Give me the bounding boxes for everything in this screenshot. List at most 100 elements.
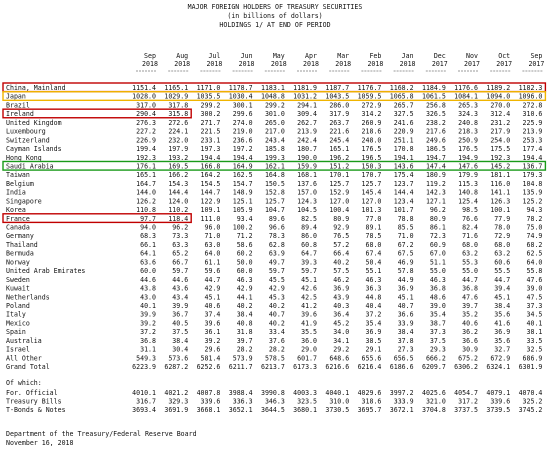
cell: 199.4 <box>136 145 156 153</box>
row-label: T-Bonds & Notes <box>6 406 66 414</box>
cell: 39.2 <box>205 337 221 345</box>
cell: 226.9 <box>136 136 156 144</box>
row-label: Sweden <box>6 276 30 284</box>
cell: 64.0 <box>527 258 543 266</box>
cell: 60.6 <box>494 258 510 266</box>
cell: 35.6 <box>494 311 510 319</box>
cell: 227.2 <box>136 128 156 136</box>
cell: 346.3 <box>265 397 285 405</box>
cell: 63.2 <box>494 250 510 258</box>
cell: 40.4 <box>366 302 382 310</box>
cell: 38.5 <box>366 337 382 345</box>
cell: 62.5 <box>527 250 543 258</box>
cell: 193.2 <box>168 154 188 162</box>
cell: 98.5 <box>462 206 478 214</box>
cell: 40.1 <box>527 319 543 327</box>
cell: 44.6 <box>172 276 188 284</box>
cell: 315.8 <box>168 110 188 118</box>
cell: 154.7 <box>233 180 253 188</box>
column-month: Dec <box>434 52 446 60</box>
cell: 39.0 <box>430 302 446 310</box>
cell: 36.2 <box>462 328 478 336</box>
cell: 45.1 <box>494 293 510 301</box>
cell: 55.0 <box>462 267 478 275</box>
cell: 36.0 <box>301 337 317 345</box>
row-label: Thailand <box>6 241 38 249</box>
cell: 37.5 <box>172 328 188 336</box>
cell: 1030.4 <box>229 93 253 101</box>
cell: 61.1 <box>205 258 221 266</box>
cell: 46.3 <box>237 276 253 284</box>
cell: 290.4 <box>136 110 156 118</box>
cell: 77.9 <box>494 215 510 223</box>
cell: 125.7 <box>329 180 349 188</box>
cell: 6287.2 <box>164 363 188 371</box>
cell: 59.7 <box>172 267 188 275</box>
column-year: 2018 <box>367 60 383 68</box>
cell: 3745.2 <box>519 406 543 414</box>
cell: 60.2 <box>237 250 253 258</box>
cell: 299.2 <box>265 101 285 109</box>
cell: 57.2 <box>333 241 349 249</box>
cell: 65.2 <box>172 250 188 258</box>
cell: 48.6 <box>430 293 446 301</box>
cell: 135.9 <box>523 189 543 197</box>
cell: 35.6 <box>494 337 510 345</box>
row-label: Israel <box>6 346 30 354</box>
cell: 77.0 <box>366 215 382 223</box>
cell: 36.8 <box>140 337 156 345</box>
cell: 123.7 <box>394 180 414 188</box>
highlight-box <box>2 91 547 102</box>
cell: 72.3 <box>430 232 446 240</box>
row-label: Norway <box>6 258 30 266</box>
cell: 194.4 <box>201 154 221 162</box>
cell: 1165.1 <box>164 84 188 92</box>
cell: 94.0 <box>140 224 156 232</box>
cell: 675.2 <box>458 354 478 362</box>
cell: 144.7 <box>201 189 221 197</box>
cell: 272.9 <box>362 101 382 109</box>
cell: 44.7 <box>462 276 478 284</box>
cell: 179.3 <box>523 171 543 179</box>
column-month: Nov <box>466 52 478 60</box>
cell: 164.8 <box>265 171 285 179</box>
cell: 64.7 <box>301 250 317 258</box>
cell: 3680.1 <box>293 406 317 414</box>
cell: 1182.3 <box>519 84 543 92</box>
column-month: Sep <box>144 52 156 60</box>
row-label: All Other <box>6 354 42 362</box>
cell: 240.8 <box>458 119 478 127</box>
cell: 50.0 <box>237 258 253 266</box>
row-label: Kuwait <box>6 285 30 293</box>
cell: 82.5 <box>301 215 317 223</box>
cell: 39.3 <box>301 258 317 266</box>
cell: 162.5 <box>233 171 253 179</box>
cell: 37.8 <box>398 337 414 345</box>
cell: 40.2 <box>333 258 349 266</box>
cell: 241.6 <box>394 119 414 127</box>
cell: 55.3 <box>462 258 478 266</box>
cell: 339.6 <box>201 397 221 405</box>
cell: 6223.9 <box>132 363 156 371</box>
cell: 78.5 <box>366 232 382 240</box>
cell: 46.2 <box>333 276 349 284</box>
cell: 44.7 <box>494 276 510 284</box>
cell: 76.6 <box>462 215 478 223</box>
cell: 578.5 <box>265 354 285 362</box>
cell: 33.5 <box>527 337 543 345</box>
cell: 110.2 <box>168 206 188 214</box>
cell: 151.2 <box>329 162 349 170</box>
cell: 144.0 <box>136 189 156 197</box>
cell: 57.8 <box>398 267 414 275</box>
cell: 141.1 <box>490 189 510 197</box>
cell: 4054.7 <box>454 389 478 397</box>
cell: 36.7 <box>172 311 188 319</box>
cell: 38.1 <box>527 328 543 336</box>
cell: 3644.5 <box>261 406 285 414</box>
cell: 152.9 <box>329 189 349 197</box>
cell: 125.7 <box>265 197 285 205</box>
cell: 6213.7 <box>261 363 285 371</box>
cell: 6173.3 <box>293 363 317 371</box>
cell: 126.3 <box>490 197 510 205</box>
